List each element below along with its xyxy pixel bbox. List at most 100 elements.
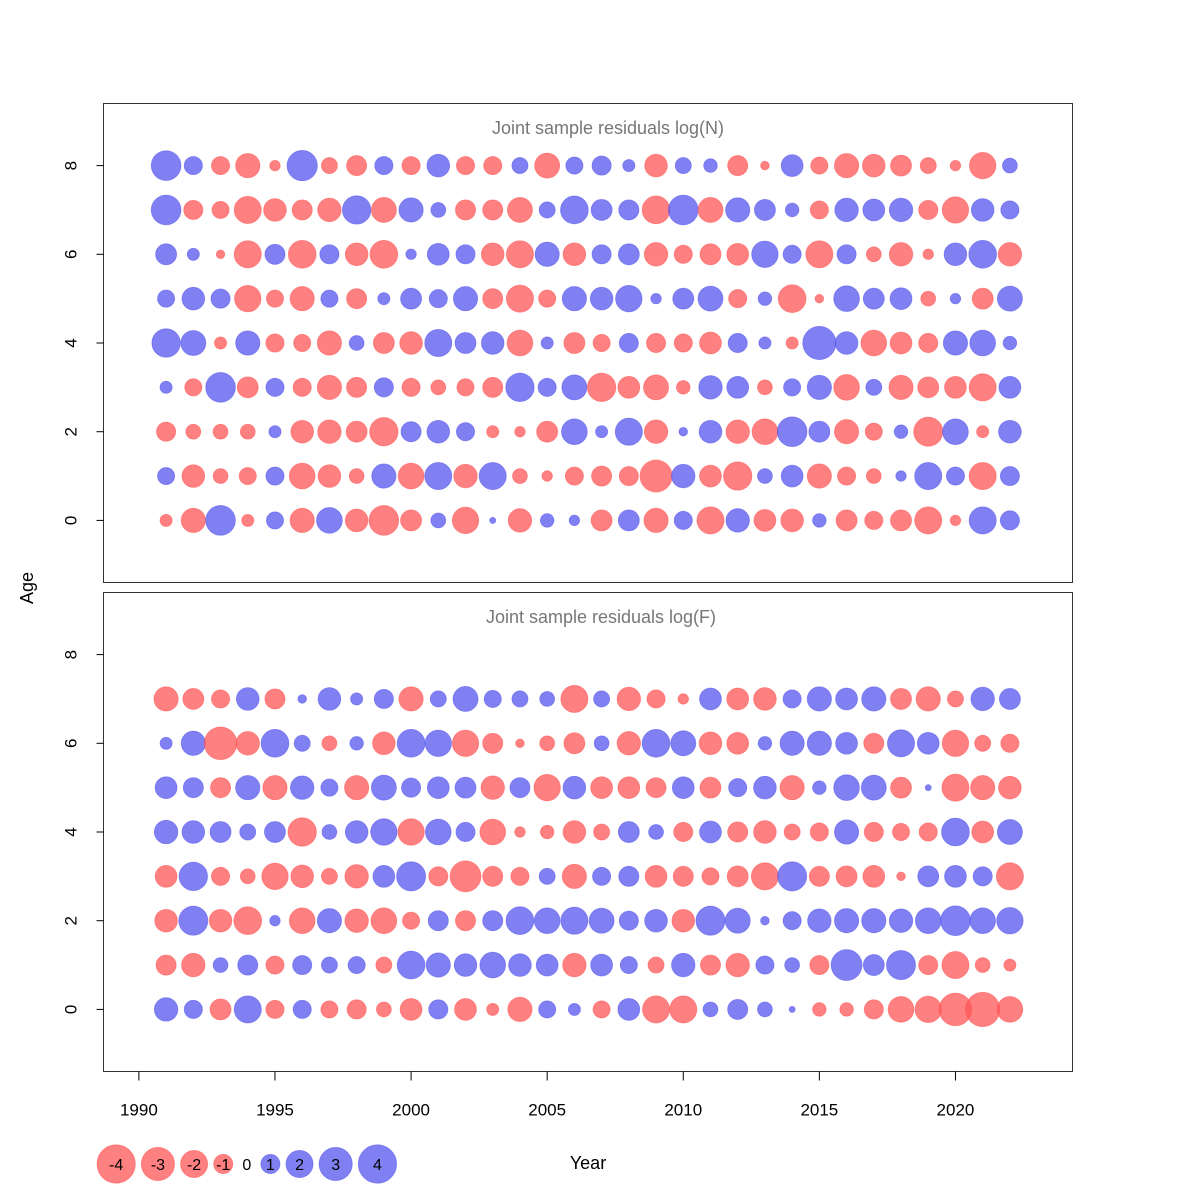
residual-bubble	[673, 244, 693, 264]
residual-bubble	[181, 820, 206, 844]
residual-bubble	[783, 823, 801, 841]
residual-bubble	[646, 333, 667, 353]
residual-bubble	[890, 776, 912, 799]
residual-bubble	[427, 910, 449, 932]
residual-bubble	[203, 726, 238, 761]
residual-bubble	[321, 956, 338, 974]
residual-bubble	[511, 157, 529, 175]
residual-bubble	[670, 730, 697, 757]
residual-bubble	[506, 284, 534, 313]
residual-bubble	[297, 694, 307, 704]
residual-bubble	[182, 777, 204, 799]
residual-bubble	[814, 293, 825, 304]
y-axis-title: Age	[17, 572, 37, 604]
residual-bubble	[344, 775, 370, 801]
residual-bubble	[1000, 200, 1020, 220]
residual-bubble	[349, 736, 364, 751]
residual-bubble	[645, 777, 667, 799]
residual-bubble	[698, 419, 723, 444]
residual-bubble	[593, 735, 610, 752]
residual-bubble	[678, 427, 688, 437]
residual-bubble	[725, 508, 750, 533]
residual-bubble	[785, 336, 799, 350]
residual-bubble	[677, 693, 689, 705]
residual-bubble	[997, 242, 1023, 267]
residual-bubble	[321, 867, 338, 885]
residual-bubble	[969, 329, 996, 357]
residual-bubble	[320, 1000, 339, 1019]
residual-bubble	[212, 423, 229, 440]
residual-bubble	[588, 907, 615, 934]
residual-bubble	[534, 152, 561, 179]
x-tick-label: 2000	[392, 1101, 430, 1120]
residual-bubble	[565, 156, 584, 175]
residual-bubble	[426, 419, 451, 444]
residual-bubble	[944, 376, 967, 399]
residual-bubble	[834, 908, 860, 934]
residual-bubble	[618, 199, 640, 221]
residual-bubble	[486, 1002, 500, 1016]
residual-bubble	[998, 775, 1022, 800]
residual-bubble	[726, 731, 750, 755]
residual-bubble	[210, 777, 231, 799]
residual-bubble	[753, 820, 777, 844]
residual-bubble	[424, 462, 453, 491]
residual-bubble	[373, 377, 394, 398]
residual-bubble	[370, 818, 398, 846]
residual-bubble	[288, 907, 316, 934]
residual-bubble	[641, 195, 671, 225]
residual-bubble	[833, 774, 860, 801]
residual-bubble	[369, 240, 399, 269]
residual-bubble	[316, 507, 343, 534]
residual-bubble	[834, 153, 860, 179]
residual-bubble	[456, 378, 475, 397]
residual-bubble	[777, 861, 808, 892]
legend-bubble	[96, 1144, 136, 1184]
residual-bubble	[695, 905, 726, 936]
residual-bubble	[426, 242, 450, 266]
residual-bubble	[754, 199, 776, 221]
residual-bubble	[183, 156, 203, 176]
residual-bubble	[726, 687, 750, 711]
residual-bubble	[890, 509, 912, 532]
residual-bubble	[344, 864, 369, 889]
residual-bubble	[893, 424, 909, 439]
residual-bubble	[862, 198, 886, 222]
y-tick-label: 4	[62, 338, 81, 347]
axes-layer: 0 2 4 6 8 0 2 4 6 8 1990 1995 2000 2005 2010 2015 2020	[62, 161, 975, 1120]
residual-bubble	[505, 906, 535, 935]
residual-bubble	[617, 998, 641, 1021]
residual-bubble	[449, 860, 482, 893]
residual-bubble	[971, 287, 994, 310]
residual-bubble	[507, 508, 533, 533]
residual-bubble	[888, 374, 914, 400]
residual-bubble	[346, 999, 367, 1020]
residual-bubble	[896, 871, 906, 882]
residual-bubble	[372, 731, 396, 756]
residual-bubble	[862, 954, 885, 976]
residual-bubble	[426, 153, 451, 178]
residual-bubble	[344, 508, 369, 533]
residual-bubble	[480, 775, 505, 800]
residual-bubble	[806, 463, 832, 489]
residual-bubble	[808, 420, 831, 443]
residual-bubble	[564, 466, 584, 486]
residual-bubble	[834, 331, 859, 355]
residual-bubble	[374, 156, 394, 176]
residual-bubble	[239, 423, 256, 440]
residual-bubble	[321, 735, 338, 752]
residual-bubble	[864, 510, 884, 530]
residual-bubble	[428, 999, 449, 1020]
residual-bubble	[212, 957, 229, 973]
y-tick-label: 0	[62, 516, 81, 525]
residual-bubble	[212, 468, 229, 484]
residual-bubble	[178, 861, 208, 891]
residual-bubble	[916, 731, 940, 755]
residual-bubble	[266, 289, 284, 308]
residual-bubble	[372, 865, 396, 888]
residual-bubble	[398, 686, 424, 712]
residual-bubble	[699, 687, 722, 711]
legend-label: 4	[373, 1157, 382, 1174]
residual-bubble	[676, 380, 691, 395]
residual-bubble	[155, 954, 177, 976]
